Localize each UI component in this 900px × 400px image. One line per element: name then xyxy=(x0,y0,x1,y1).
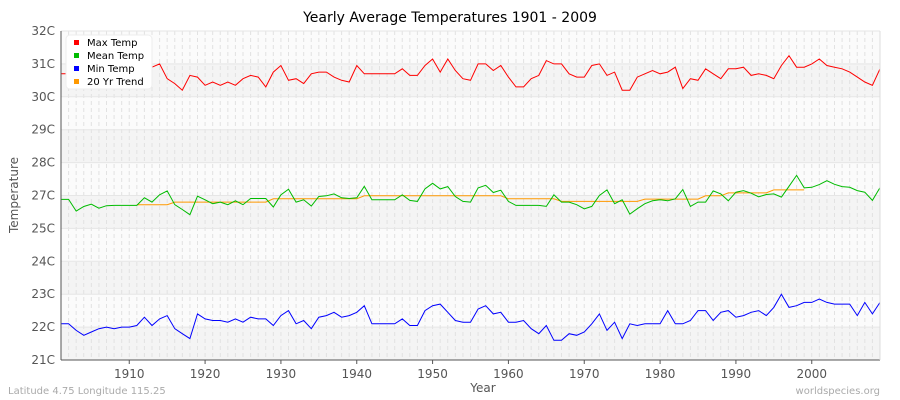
y-tick-label: 25C xyxy=(31,221,55,235)
legend-label: Min Temp xyxy=(87,64,135,75)
legend-box xyxy=(65,34,153,90)
y-tick-label: 28C xyxy=(31,156,55,170)
legend-label: Max Temp xyxy=(87,38,138,49)
series-line-20-yr-trend xyxy=(136,189,805,206)
y-tick-label: 29C xyxy=(31,123,55,137)
y-tick-label: 27C xyxy=(31,189,55,203)
y-tick-label: 23C xyxy=(31,287,55,301)
y-axis-label: Temperature xyxy=(7,157,21,234)
x-tick-label: 2000 xyxy=(796,367,827,381)
x-tick-label: 1970 xyxy=(569,367,600,381)
x-tick-label: 1930 xyxy=(266,367,297,381)
y-tick-label: 31C xyxy=(31,57,55,71)
y-tick-label: 24C xyxy=(31,254,55,268)
legend-label: 20 Yr Trend xyxy=(87,77,144,88)
y-tick-label: 32C xyxy=(31,24,55,38)
x-tick-label: 1990 xyxy=(721,367,752,381)
series-line-mean-temp xyxy=(61,174,881,216)
legend-swatch xyxy=(74,79,79,84)
y-tick-label: 21C xyxy=(31,353,55,367)
x-tick-label: 1960 xyxy=(493,367,524,381)
legend-label: Mean Temp xyxy=(87,51,144,62)
x-tick-label: 1940 xyxy=(341,367,372,381)
x-tick-label: 1920 xyxy=(190,367,221,381)
chart-title: Yearly Average Temperatures 1901 - 2009 xyxy=(302,10,597,26)
site-credit: worldspecies.org xyxy=(796,386,880,397)
x-axis-label: Year xyxy=(469,381,495,395)
legend-swatch xyxy=(74,40,79,45)
series-line-max-temp xyxy=(61,54,881,91)
series-line-min-temp xyxy=(61,293,881,341)
location-caption: Latitude 4.75 Longitude 115.25 xyxy=(8,386,166,397)
legend-swatch xyxy=(74,66,79,71)
legend-swatch xyxy=(74,53,79,58)
y-tick-label: 22C xyxy=(31,320,55,334)
legend: Max Temp Mean Temp Min Temp 20 Yr Trend xyxy=(65,34,153,90)
x-tick-label: 1910 xyxy=(114,367,145,381)
x-tick-label: 1980 xyxy=(645,367,676,381)
y-tick-label: 30C xyxy=(31,90,55,104)
x-tick-label: 1950 xyxy=(417,367,448,381)
